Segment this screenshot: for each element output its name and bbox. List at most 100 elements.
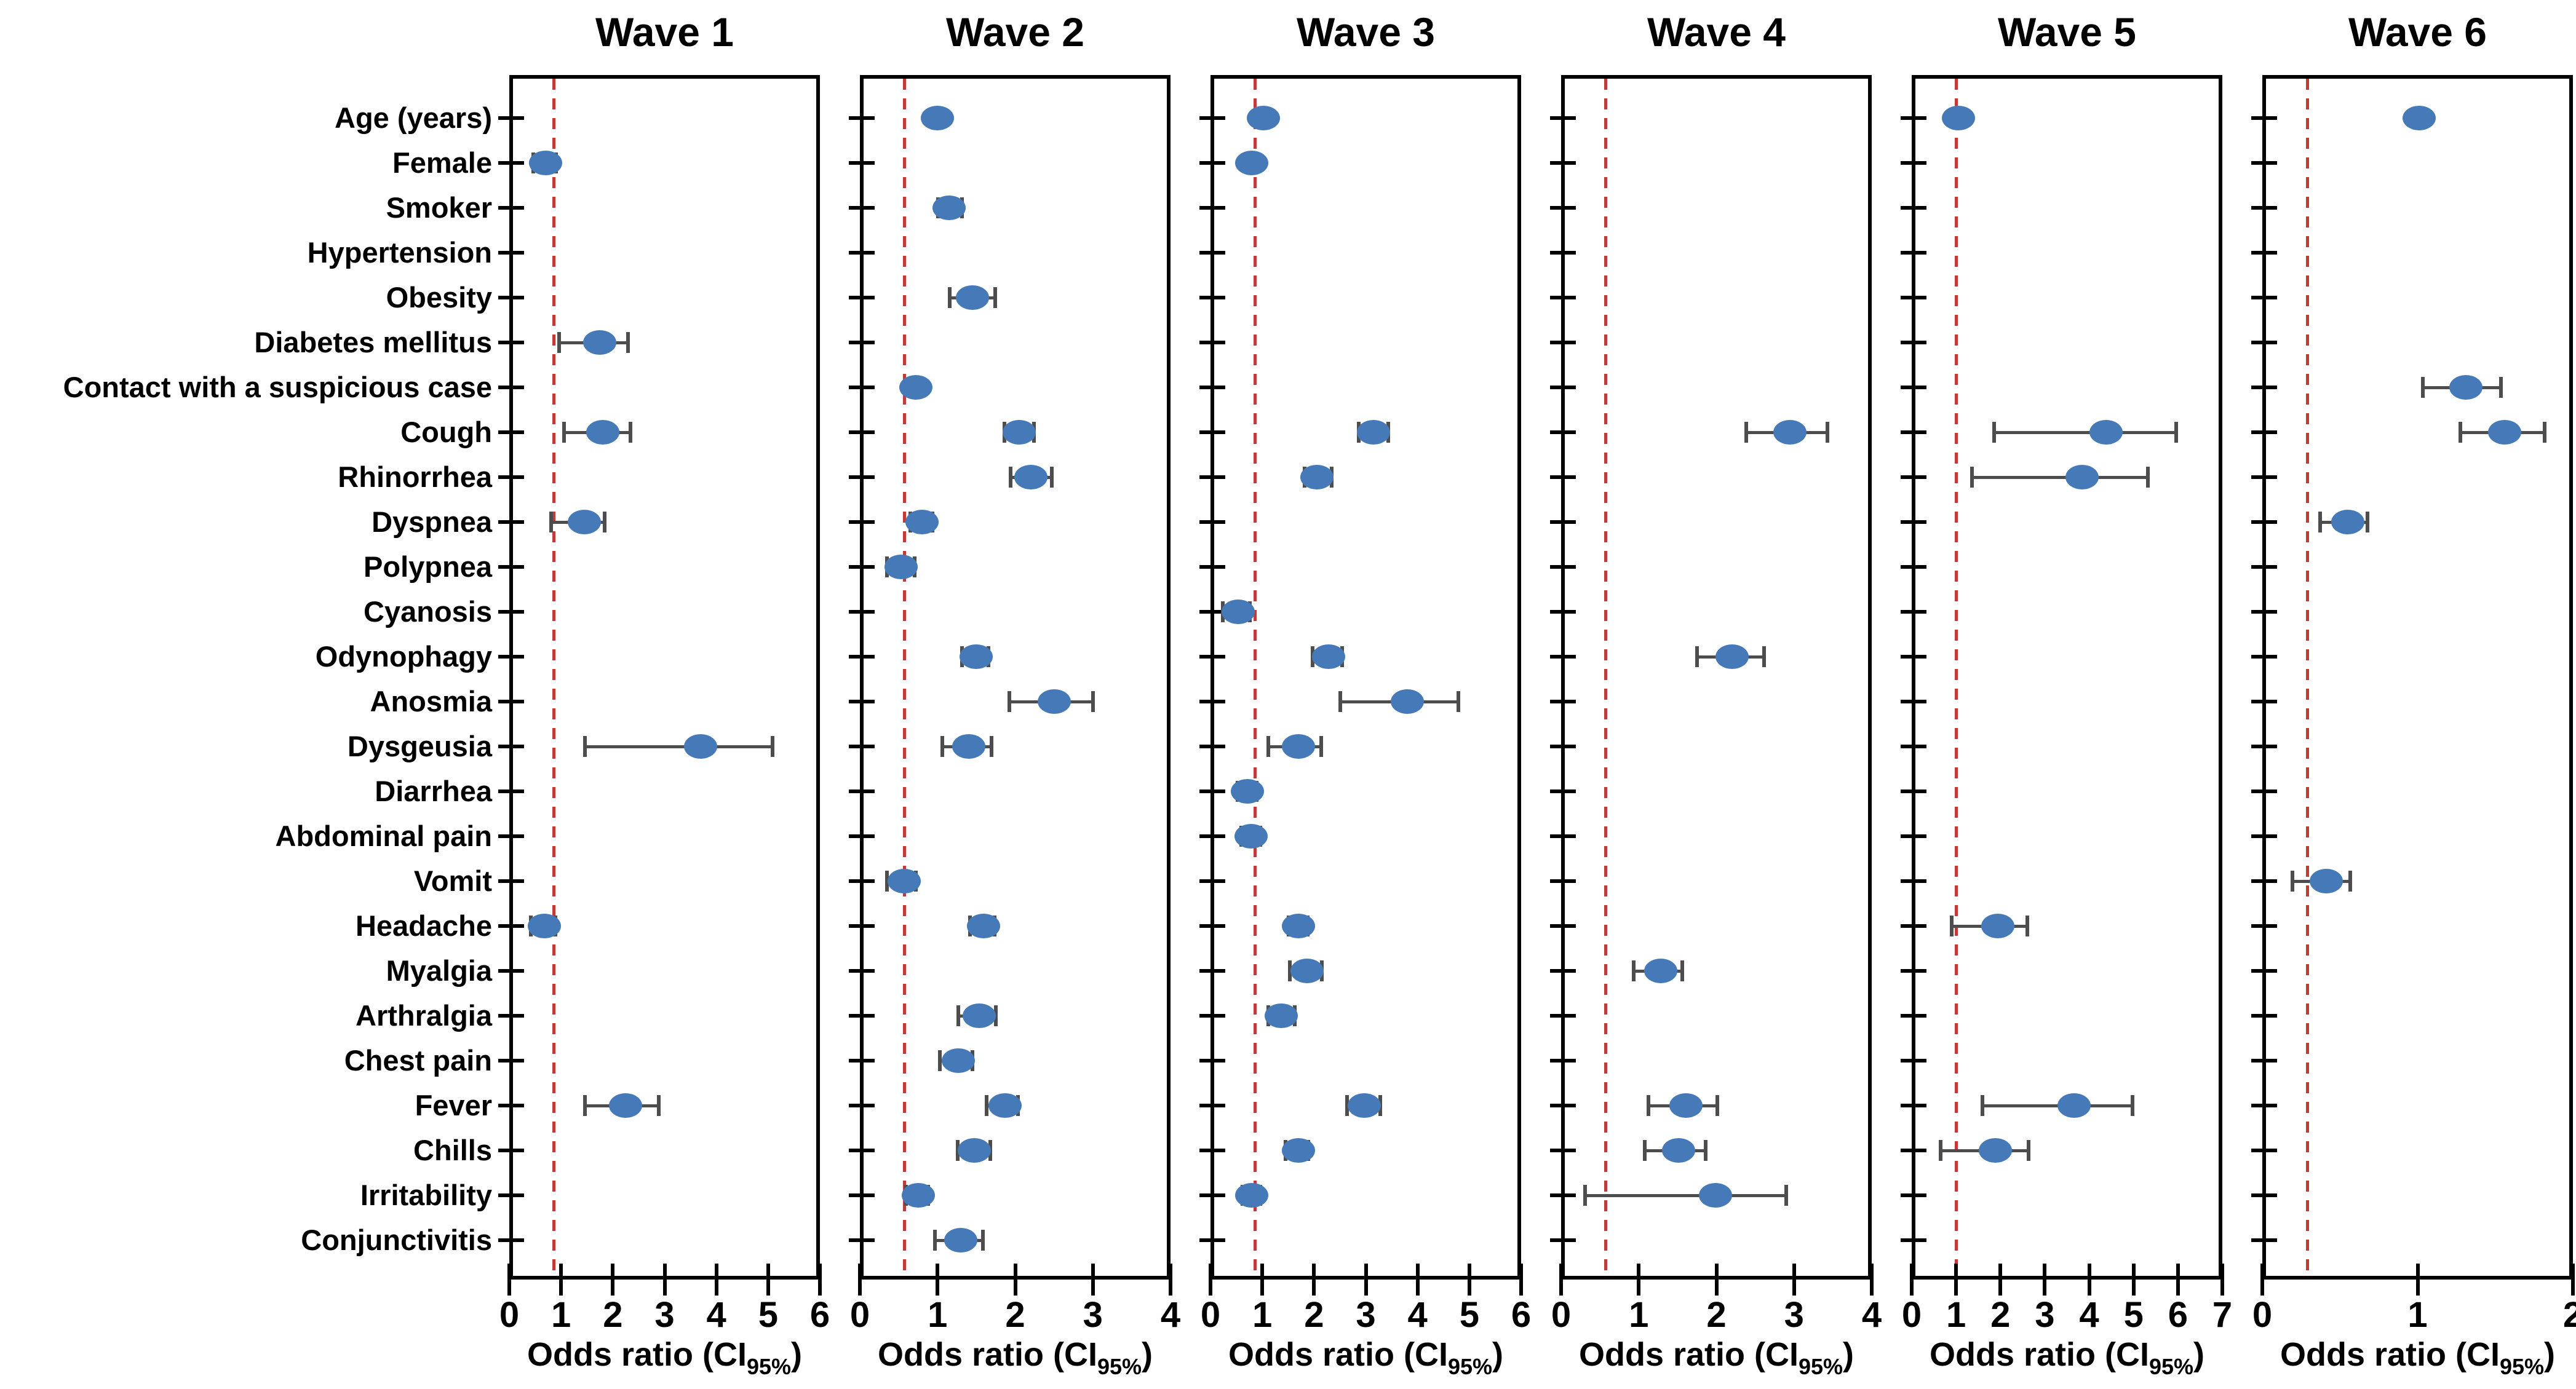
category-axis-tick: [1901, 520, 1926, 524]
category-axis-tick: [1199, 1014, 1225, 1018]
ci-cap-low: [1008, 467, 1012, 488]
ci-cap-high: [1762, 646, 1766, 667]
or-marker: [901, 1183, 935, 1208]
or-marker: [1235, 1183, 1269, 1208]
ci-cap-low: [948, 287, 952, 308]
x-tick-label: 2: [1304, 1295, 1324, 1335]
x-axis-tick: [2415, 1264, 2420, 1296]
x-tick-label: 2: [1706, 1295, 1727, 1335]
or-marker: [684, 734, 718, 759]
ci-cap-low: [1008, 691, 1012, 712]
x-axis-tick: [858, 1264, 862, 1296]
category-axis-tick: [1199, 251, 1225, 255]
axis-subscript: 95%: [746, 1354, 792, 1379]
category-axis-tick: [1199, 475, 1225, 479]
panel-wave-6-box: [2262, 75, 2573, 1280]
category-axis-tick: [2251, 1238, 2277, 1242]
or-marker: [1981, 914, 2014, 938]
category-axis-tick: [1901, 341, 1926, 344]
category-axis-tick: [1550, 1104, 1576, 1107]
category-label: Chest pain: [344, 1044, 492, 1077]
category-label: Headache: [355, 909, 492, 942]
category-axis-tick: [1901, 969, 1926, 973]
x-axis-title: Odds ratio (CI95%): [1929, 1336, 2205, 1379]
category-axis-tick: [1199, 655, 1225, 659]
x-tick-label: 7: [2212, 1295, 2233, 1335]
category-label: Abdominal pain: [275, 820, 493, 852]
x-axis-tick: [2176, 1264, 2180, 1296]
category-axis-tick: [849, 1059, 875, 1063]
category-axis-tick: [2251, 789, 2277, 793]
or-marker: [1230, 779, 1264, 804]
x-axis-tick: [611, 1264, 615, 1296]
ci-cap-high: [1091, 691, 1095, 712]
category-axis-tick: [498, 341, 524, 344]
x-axis-title: Odds ratio (CI95%): [1578, 1336, 1854, 1379]
category-label: Obesity: [386, 281, 492, 314]
x-tick-label: 4: [1160, 1295, 1181, 1335]
ci-bar: [1981, 1104, 2133, 1107]
category-axis-tick: [1901, 879, 1926, 883]
x-axis-tick: [1998, 1264, 2003, 1296]
category-axis-tick: [2251, 341, 2277, 344]
category-label: Diarrhea: [375, 775, 492, 807]
ci-cap-low: [1266, 736, 1270, 757]
category-axis-tick: [1199, 430, 1225, 434]
category-label: Dyspnea: [372, 505, 492, 538]
category-axis-tick: [1901, 251, 1926, 255]
ci-bar: [1971, 476, 2149, 479]
or-marker: [583, 330, 617, 355]
category-axis-tick: [1550, 789, 1576, 793]
ci-cap-low: [1950, 916, 1954, 936]
category-axis-tick: [849, 745, 875, 748]
x-axis-tick: [2220, 1264, 2224, 1296]
x-tick-label: 3: [1356, 1295, 1376, 1335]
or-marker: [988, 1093, 1022, 1118]
category-axis-tick: [1199, 1193, 1225, 1197]
category-axis-tick: [1199, 1149, 1225, 1152]
ci-cap-low: [1980, 1095, 1984, 1116]
or-marker: [944, 1228, 978, 1252]
category-axis-tick: [849, 475, 875, 479]
or-marker: [960, 644, 993, 669]
category-axis-tick: [1550, 1149, 1576, 1152]
ci-cap-high: [602, 512, 606, 532]
ci-cap-low: [1992, 422, 1996, 443]
x-axis-tick: [1954, 1264, 1958, 1296]
category-axis-tick: [1550, 610, 1576, 614]
ci-cap-high: [1826, 422, 1830, 443]
or-marker: [1235, 151, 1269, 175]
or-marker: [1222, 600, 1255, 624]
x-axis-tick: [2131, 1264, 2136, 1296]
or-marker: [966, 914, 1000, 938]
category-axis-tick: [849, 520, 875, 524]
category-axis-tick: [2251, 879, 2277, 883]
category-axis-tick: [1901, 924, 1926, 928]
category-label: Odynophagy: [315, 640, 492, 673]
ci-cap-high: [2174, 422, 2179, 443]
reference-line: [2306, 79, 2310, 1276]
x-tick-label: 1: [2407, 1295, 2428, 1335]
category-axis-tick: [2251, 565, 2277, 569]
ci-cap-low: [885, 871, 889, 892]
or-marker: [887, 869, 921, 893]
or-marker: [1699, 1183, 1733, 1208]
x-axis-tick: [1714, 1264, 1719, 1296]
x-tick-label: 0: [499, 1295, 520, 1335]
or-marker: [952, 734, 985, 759]
category-axis-tick: [1550, 430, 1576, 434]
category-label: Polypnea: [364, 550, 492, 583]
category-axis-tick: [498, 834, 524, 838]
or-marker: [2057, 1093, 2091, 1118]
category-axis-tick: [1199, 386, 1225, 389]
category-axis-tick: [498, 296, 524, 299]
category-axis-tick: [1199, 116, 1225, 120]
panel-wave-1-box: [509, 75, 820, 1280]
x-tick-label: 0: [1551, 1295, 1572, 1335]
category-axis-tick: [849, 430, 875, 434]
x-axis-tick: [2043, 1264, 2047, 1296]
ci-cap-high: [2365, 512, 2369, 532]
category-axis-tick: [498, 565, 524, 569]
x-tick-label: 5: [758, 1295, 778, 1335]
